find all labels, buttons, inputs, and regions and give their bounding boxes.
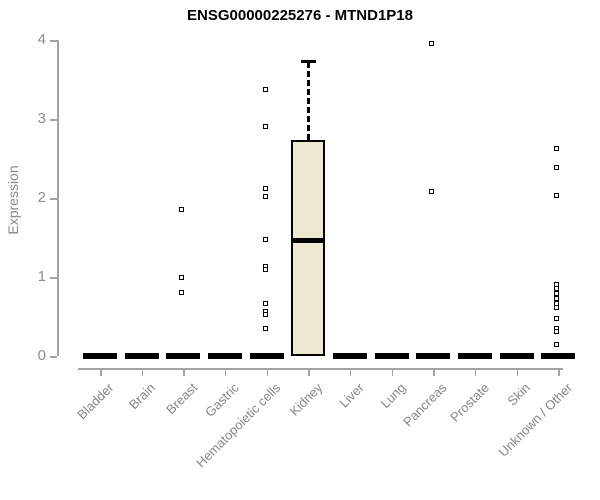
- collapsed-box-bar: [166, 353, 201, 359]
- y-axis-line: [57, 40, 59, 356]
- x-tick: [266, 369, 269, 376]
- x-tick-label: Liver: [336, 380, 367, 411]
- x-tick: [474, 369, 477, 376]
- x-tick-label: Lung: [377, 380, 409, 412]
- outlier-point: [554, 286, 560, 292]
- outlier-point: [554, 315, 560, 321]
- collapsed-box-bar: [499, 353, 534, 359]
- chart-title: ENSG00000225276 - MTND1P18: [187, 7, 413, 24]
- outlier-point: [554, 145, 560, 151]
- outlier-point: [262, 193, 268, 199]
- x-axis-line: [78, 368, 563, 370]
- collapsed-box-bar: [207, 353, 242, 359]
- collapsed-box-bar: [83, 353, 117, 359]
- y-tick: [50, 356, 57, 358]
- y-tick: [50, 277, 57, 279]
- x-tick: [308, 369, 310, 376]
- x-tick: [183, 369, 185, 376]
- x-tick: [349, 369, 352, 376]
- x-tick: [433, 369, 435, 376]
- x-tick-label: Pancreas: [400, 380, 450, 430]
- y-tick-label: 2: [37, 189, 46, 206]
- x-tick-label: Brain: [126, 380, 159, 413]
- x-tick-label: Prostate: [446, 380, 492, 425]
- x-tick: [391, 369, 394, 376]
- outlier-point: [262, 237, 268, 243]
- collapsed-box-bar: [249, 353, 284, 359]
- outlier-point: [179, 274, 185, 280]
- outlier-point: [262, 87, 268, 93]
- collapsed-box-bar: [457, 353, 492, 359]
- x-tick-label: Kidney: [286, 380, 325, 419]
- x-tick: [224, 369, 227, 376]
- outlier-point: [554, 300, 560, 306]
- outlier-point: [262, 300, 268, 306]
- whisker-cap: [300, 60, 316, 64]
- box: [291, 140, 326, 356]
- outlier-point: [554, 193, 560, 199]
- outlier-point: [554, 165, 560, 171]
- outlier-point: [554, 295, 560, 301]
- outlier-point: [262, 267, 268, 273]
- upper-whisker: [306, 62, 310, 141]
- x-tick-label: Unknown / Other: [495, 380, 575, 460]
- collapsed-box-bar: [332, 353, 367, 359]
- collapsed-box-bar: [374, 353, 409, 359]
- x-tick-label: Breast: [162, 380, 200, 418]
- outlier-point: [262, 186, 268, 192]
- outlier-point: [554, 281, 560, 287]
- outlier-point: [262, 325, 268, 331]
- y-tick-label: 1: [37, 268, 46, 285]
- y-tick: [50, 198, 57, 200]
- median-line: [291, 238, 326, 244]
- outlier-point: [262, 312, 268, 318]
- collapsed-box-bar: [416, 353, 451, 359]
- x-tick: [516, 369, 519, 376]
- x-tick-label: Skin: [504, 380, 534, 409]
- outlier-point: [179, 206, 185, 212]
- outlier-point: [554, 341, 560, 347]
- y-tick-label: 4: [37, 31, 46, 48]
- outlier-point: [554, 329, 560, 334]
- y-tick: [50, 119, 57, 121]
- x-tick: [141, 369, 144, 376]
- outlier-point: [554, 291, 560, 297]
- y-tick-label: 0: [37, 347, 46, 364]
- y-tick-label: 3: [37, 110, 46, 127]
- x-tick-label: Bladder: [74, 380, 117, 423]
- y-axis-label: Expression: [5, 165, 21, 235]
- x-tick: [558, 369, 560, 376]
- outlier-point: [554, 305, 560, 311]
- y-tick: [50, 40, 57, 42]
- outlier-point: [429, 189, 435, 195]
- collapsed-box-bar: [124, 353, 159, 359]
- x-tick-label: Gastric: [201, 380, 242, 420]
- collapsed-box-bar: [541, 353, 576, 359]
- x-tick: [100, 369, 102, 376]
- outlier-point: [262, 123, 268, 129]
- outlier-point: [179, 289, 185, 295]
- outlier-point: [429, 41, 435, 47]
